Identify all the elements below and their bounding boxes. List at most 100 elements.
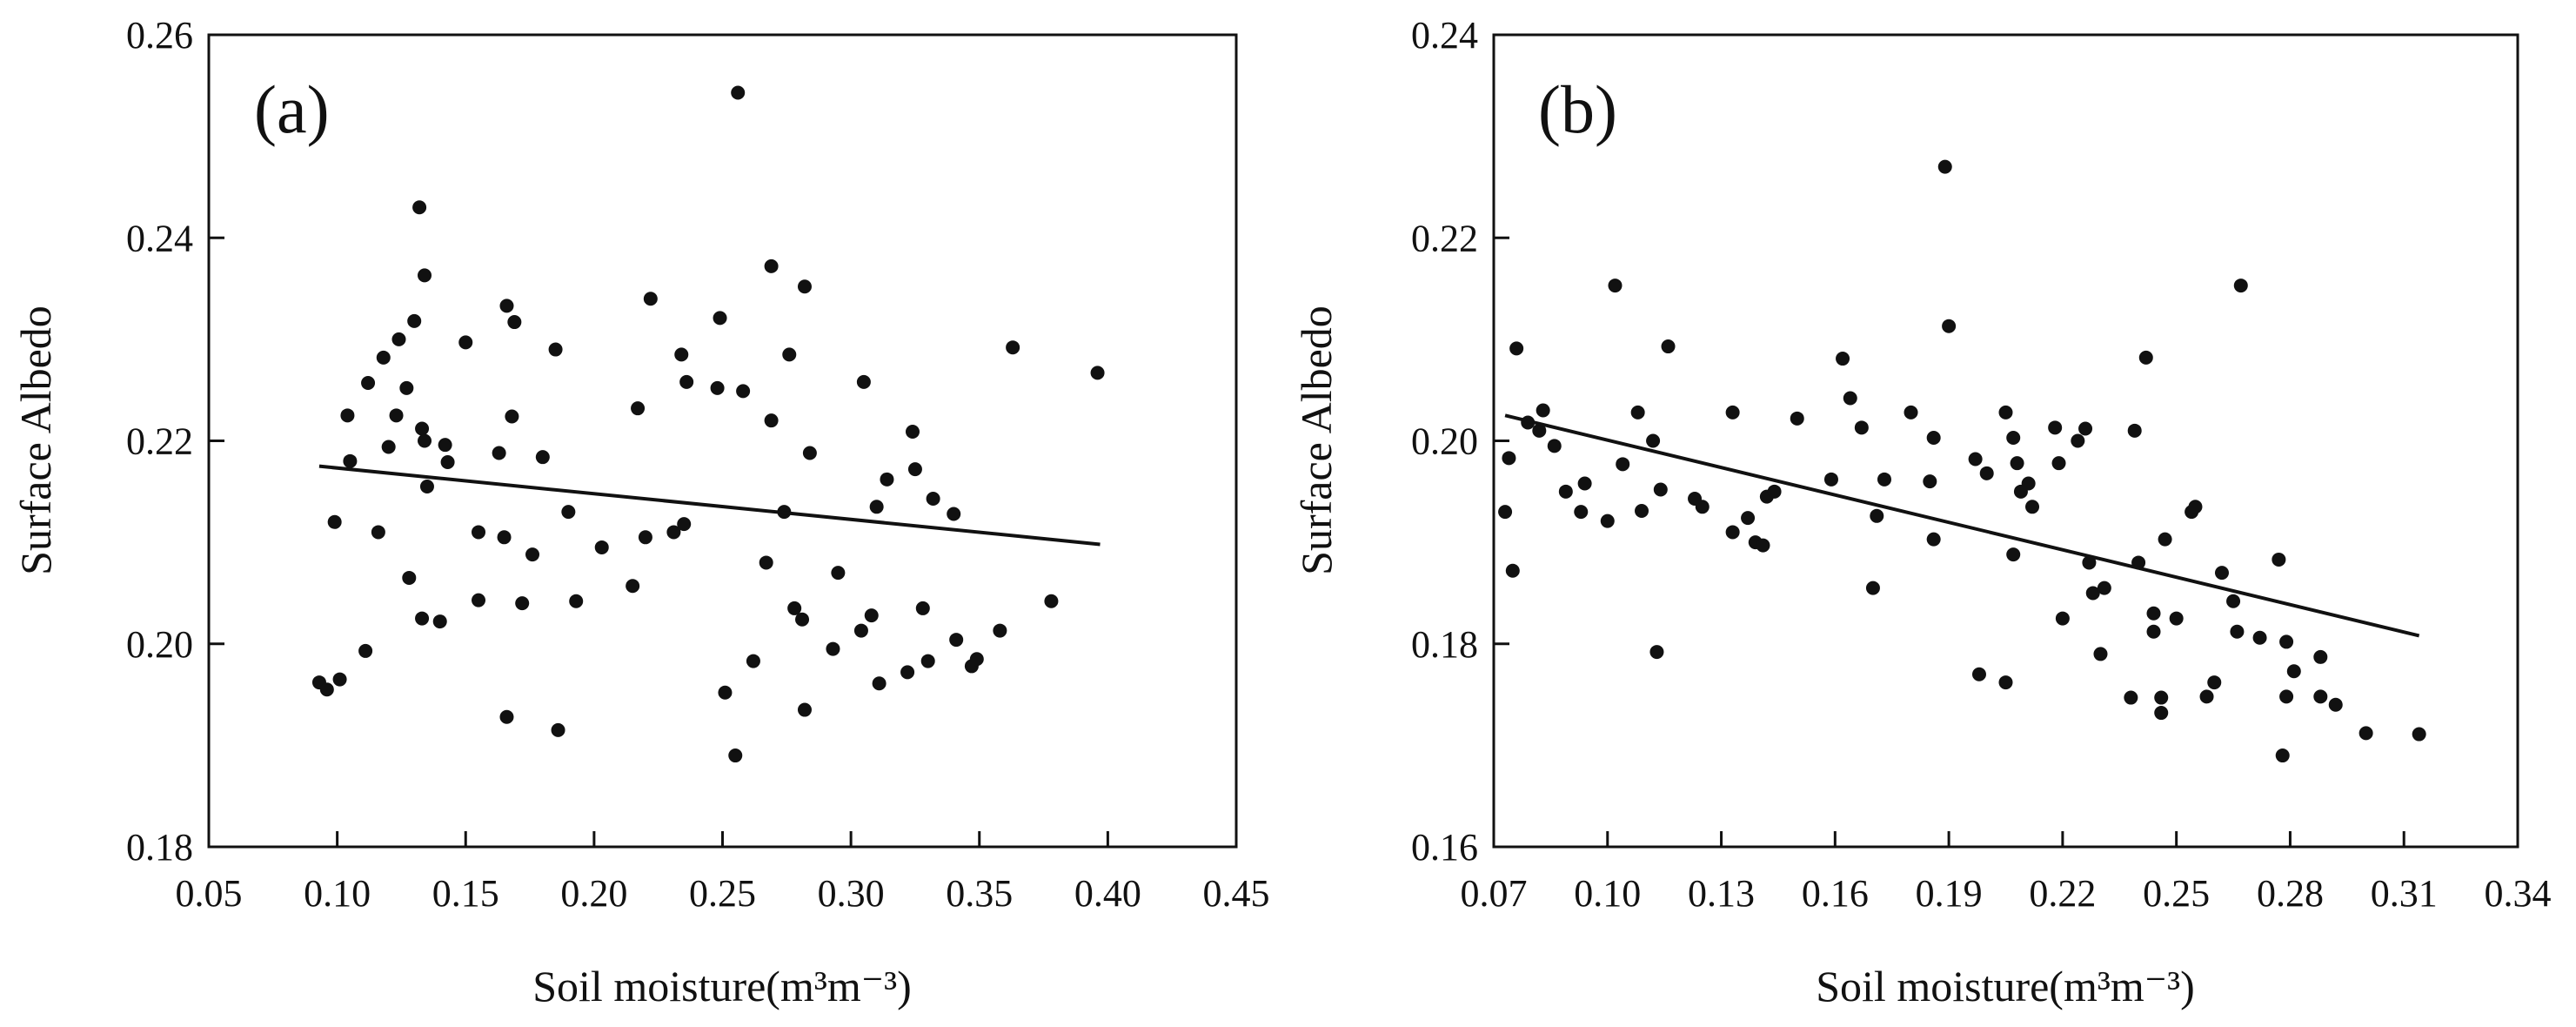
panel-b-label: (b) <box>1538 71 1617 147</box>
panel-b-data-point <box>2275 748 2290 763</box>
panel-a-data-point <box>905 425 920 440</box>
panel-a-data-point <box>594 540 609 554</box>
panel-a-data-point <box>551 722 565 737</box>
panel-a-x-tick-label: 0.20 <box>560 872 627 915</box>
panel-b-data-point <box>2252 630 2267 645</box>
panel-b-data-point <box>2071 433 2085 448</box>
panel-b-data-point <box>2078 421 2093 436</box>
panel-a-data-point <box>340 408 355 423</box>
panel-a-data-point <box>677 517 692 532</box>
panel-b-y-tick-label: 0.20 <box>1411 420 1478 463</box>
panel-b-data-point <box>2006 431 2021 446</box>
panel-a-scatter-plot: 0.18 0.20 0.22 0.24 0.26 0.05 0.10 0.15 0.20 0.2… <box>11 14 1270 1010</box>
panel-b-data-point <box>1646 433 1661 448</box>
panel-a-data-point <box>332 672 347 687</box>
panel-b-data-point <box>2097 581 2111 595</box>
panel-b-data-point <box>1661 339 1676 354</box>
panel-a-data-point <box>759 555 773 570</box>
panel-a-data-point <box>787 601 802 615</box>
panel-b-scatter-plot: 0.160.180.200.220.24 0.07 0.10 0.13 0.16 0.1… <box>1292 14 2552 1010</box>
panel-a-data-point <box>802 446 817 460</box>
panel-b-data-point <box>2279 689 2294 704</box>
panel-a-data-point <box>797 702 812 717</box>
panel-a-data-point <box>525 547 540 562</box>
panel-b-data-point <box>1756 538 1770 553</box>
panel-a-data-point <box>826 641 840 656</box>
panel-b-data-point <box>2010 456 2024 471</box>
panel-b-data-point <box>1904 405 1918 420</box>
panel-a-data-point <box>831 566 846 581</box>
panel-b-x-tick-label: 0.25 <box>2143 872 2210 915</box>
panel-b-data-point <box>1923 474 1937 489</box>
panel-a-plot-frame <box>207 33 1238 849</box>
panel-b-data-point <box>1865 581 1880 595</box>
panel-a-x-tick-label: 0.25 <box>689 872 756 915</box>
panel-a-data-point <box>438 438 452 453</box>
panel-b-data-point <box>2138 350 2153 365</box>
panel-a-y-ticks: 0.18 0.20 0.22 0.24 0.26 <box>126 14 224 869</box>
panel-a-data-point <box>674 347 689 362</box>
panel-b-data-point <box>2328 697 2343 712</box>
panel-b-data-point <box>1616 457 1630 472</box>
panel-a-data-point <box>327 514 342 529</box>
panel-a-x-tick-label: 0.10 <box>304 872 371 915</box>
panel-a-data-point <box>505 409 519 424</box>
panel-b-data-point <box>1725 405 1740 420</box>
panel-b-data-point <box>1926 532 1941 547</box>
panel-b-x-ticks: 0.07 0.10 0.13 0.16 0.19 0.22 0.25 0.28 0.31 0.34 <box>1461 831 2552 915</box>
panel-a-x-axis-label: Soil moisture(m³m⁻³) <box>532 962 912 1010</box>
panel-b-x-tick-label: 0.34 <box>2485 872 2552 915</box>
panel-b-y-ticks: 0.16 0.18 0.20 0.22 0.24 <box>1411 14 1509 869</box>
panel-a-x-tick-label: 0.40 <box>1074 872 1141 915</box>
panel-a-data-point <box>458 335 473 350</box>
panel-a-data-point <box>853 623 868 638</box>
panel-a-data-point <box>358 643 373 658</box>
panel-b-data-point <box>1695 500 1710 514</box>
panel-a-data-point <box>710 380 725 395</box>
panel-a-data-point <box>728 748 743 763</box>
panel-a-data-point <box>795 612 810 627</box>
panel-a-data-point <box>415 421 430 436</box>
panel-a-data-point <box>900 665 915 680</box>
panel-b-x-tick-label: 0.13 <box>1688 872 1755 915</box>
panel-b-data-point <box>2124 690 2138 705</box>
panel-b-data-point <box>1998 405 2013 420</box>
panel-a-data-point <box>319 682 334 697</box>
panel-b-data-point <box>1574 505 1589 520</box>
panel-b-data-point <box>1979 466 1994 480</box>
panel-a-data-point <box>418 433 432 448</box>
panel-b-data-point <box>2051 456 2066 471</box>
panel-b-x-tick-label: 0.28 <box>2257 872 2324 915</box>
panel-b-data-point <box>2313 689 2328 704</box>
panel-a-data-point <box>1006 340 1020 355</box>
panel-b-data-points <box>1498 159 2426 763</box>
panel-a-data-point <box>561 505 576 520</box>
panel-b-data-point <box>1502 451 1516 466</box>
panel-b-data-point <box>2127 423 2142 438</box>
panel-b-data-point <box>2169 611 2184 626</box>
panel-a-data-point <box>569 594 584 608</box>
panel-a-data-point <box>492 446 506 460</box>
panel-a-data-point <box>880 472 894 487</box>
panel-b-data-point <box>1505 563 1520 578</box>
panel-a-y-tick-label: 0.20 <box>126 623 193 666</box>
panel-b-data-point <box>1509 341 1524 356</box>
panel-a-trend-line <box>318 464 1101 547</box>
panel-a-data-point <box>915 601 930 615</box>
panel-a-data-point <box>497 530 512 545</box>
panel-a-x-tick-label: 0.30 <box>818 872 885 915</box>
panel-a-x-tick-label: 0.15 <box>432 872 499 915</box>
panel-a-data-point <box>415 611 430 626</box>
panel-b-data-point <box>1968 452 1983 467</box>
panel-b-data-point <box>1836 352 1850 366</box>
panel-b-data-point <box>2286 664 2301 679</box>
panel-b-data-point <box>1937 159 1952 174</box>
panel-b-data-point <box>1767 484 1782 499</box>
panel-b-data-point <box>2025 500 2040 514</box>
panel-a-data-point <box>507 315 522 330</box>
panel-a-data-point <box>631 401 646 416</box>
panel-a-data-point <box>638 530 652 545</box>
panel-b-x-tick-label: 0.16 <box>1802 872 1869 915</box>
panel-a-data-point <box>371 525 385 540</box>
panel-a-data-point <box>856 374 871 389</box>
